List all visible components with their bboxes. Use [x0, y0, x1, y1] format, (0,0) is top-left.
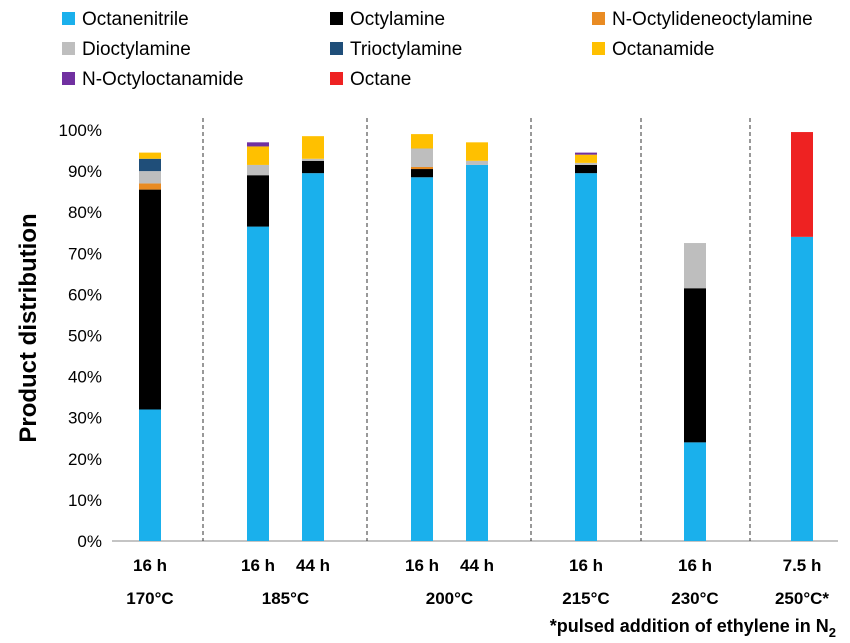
bar-segment: [139, 158, 161, 172]
y-tick-label: 40%: [68, 368, 102, 387]
bar-segment: [247, 226, 269, 541]
legend-label: Octylamine: [350, 9, 445, 30]
bar-segment: [139, 171, 161, 184]
bar-segment: [247, 164, 269, 176]
bar-segment: [247, 146, 269, 165]
y-axis-label: Product distribution: [15, 213, 42, 442]
legend-label: N-Octylideneoctylamine: [612, 9, 813, 30]
legend-swatch: [330, 12, 343, 25]
y-tick-label: 50%: [68, 327, 102, 346]
bar-segment: [466, 164, 488, 541]
y-tick-label: 80%: [68, 203, 102, 222]
bar-segment: [791, 132, 813, 237]
y-tick-label: 20%: [68, 450, 102, 469]
bar-segment: [575, 162, 597, 165]
y-axis: 0% 10% 20% 30% 40% 50% 60% 70% 80% 90% 100%: [59, 121, 102, 551]
legend-swatch: [62, 72, 75, 85]
bar-segment: [575, 154, 597, 163]
bar-segment: [139, 183, 161, 190]
bar-segment: [684, 442, 706, 541]
bar-segment: [575, 152, 597, 155]
temperature-label: 250°C*: [775, 589, 829, 608]
temperature-label: 200°C: [426, 589, 473, 608]
time-label: 7.5 h: [783, 556, 822, 575]
bar-segment: [575, 173, 597, 541]
legend-label: N-Octyloctanamide: [82, 69, 244, 90]
bar-segment: [139, 409, 161, 541]
bar-segment: [791, 236, 813, 542]
time-label: 16 h: [569, 556, 603, 575]
time-label: 44 h: [296, 556, 330, 575]
bar-segment: [302, 160, 324, 174]
bar-segment: [139, 189, 161, 410]
bar-segment: [302, 136, 324, 159]
footnote-subscript: 2: [829, 625, 836, 640]
temperature-label: 185°C: [262, 589, 309, 608]
bar-segment: [411, 148, 433, 167]
bar-segment: [575, 164, 597, 174]
legend-label: Octane: [350, 69, 411, 90]
legend-label: Dioctylamine: [82, 39, 191, 60]
bar-segment: [411, 134, 433, 149]
bar-segment: [466, 160, 488, 165]
time-label: 16 h: [133, 556, 167, 575]
y-tick-label: 100%: [59, 121, 102, 140]
temperature-label: 215°C: [562, 589, 609, 608]
legend-swatch: [62, 42, 75, 55]
time-label: 44 h: [460, 556, 494, 575]
bar-segment: [247, 142, 269, 147]
legend-swatch: [330, 42, 343, 55]
bar-segment: [247, 175, 269, 227]
bar-segment: [684, 288, 706, 443]
temperature-label: 230°C: [671, 589, 718, 608]
y-tick-label: 90%: [68, 162, 102, 181]
x-axis: 16 h 16 h 44 h 16 h 44 h 16 h 16 h 7.5 h 170°C 18…: [126, 556, 829, 608]
legend-swatch: [62, 12, 75, 25]
bar-segment: [466, 142, 488, 161]
footnote-text: *pulsed addition of ethylene in N: [550, 616, 829, 636]
bar-segment: [411, 166, 433, 170]
y-tick-label: 0%: [77, 532, 102, 551]
y-tick-label: 70%: [68, 244, 102, 263]
bar-segment: [302, 173, 324, 541]
bar-segment: [411, 177, 433, 541]
time-label: 16 h: [241, 556, 275, 575]
bar-segment: [411, 169, 433, 178]
bar-segment: [302, 158, 324, 161]
y-tick-label: 30%: [68, 409, 102, 428]
legend-swatch: [592, 42, 605, 55]
time-label: 16 h: [678, 556, 712, 575]
legend-swatch: [330, 72, 343, 85]
footnote: *pulsed addition of ethylene in N2: [550, 616, 836, 640]
legend: Octanenitrile Octylamine N-Octylideneoctyl…: [62, 9, 813, 90]
legend-label: Octanenitrile: [82, 9, 189, 30]
legend-label: Trioctylamine: [350, 39, 462, 60]
y-tick-label: 60%: [68, 285, 102, 304]
bar-segment: [684, 243, 706, 289]
bar-segment: [139, 152, 161, 159]
y-tick-label: 10%: [68, 491, 102, 510]
legend-label: Octanamide: [612, 39, 714, 60]
time-label: 16 h: [405, 556, 439, 575]
temperature-label: 170°C: [126, 589, 173, 608]
legend-swatch: [592, 12, 605, 25]
bars: [139, 132, 813, 542]
